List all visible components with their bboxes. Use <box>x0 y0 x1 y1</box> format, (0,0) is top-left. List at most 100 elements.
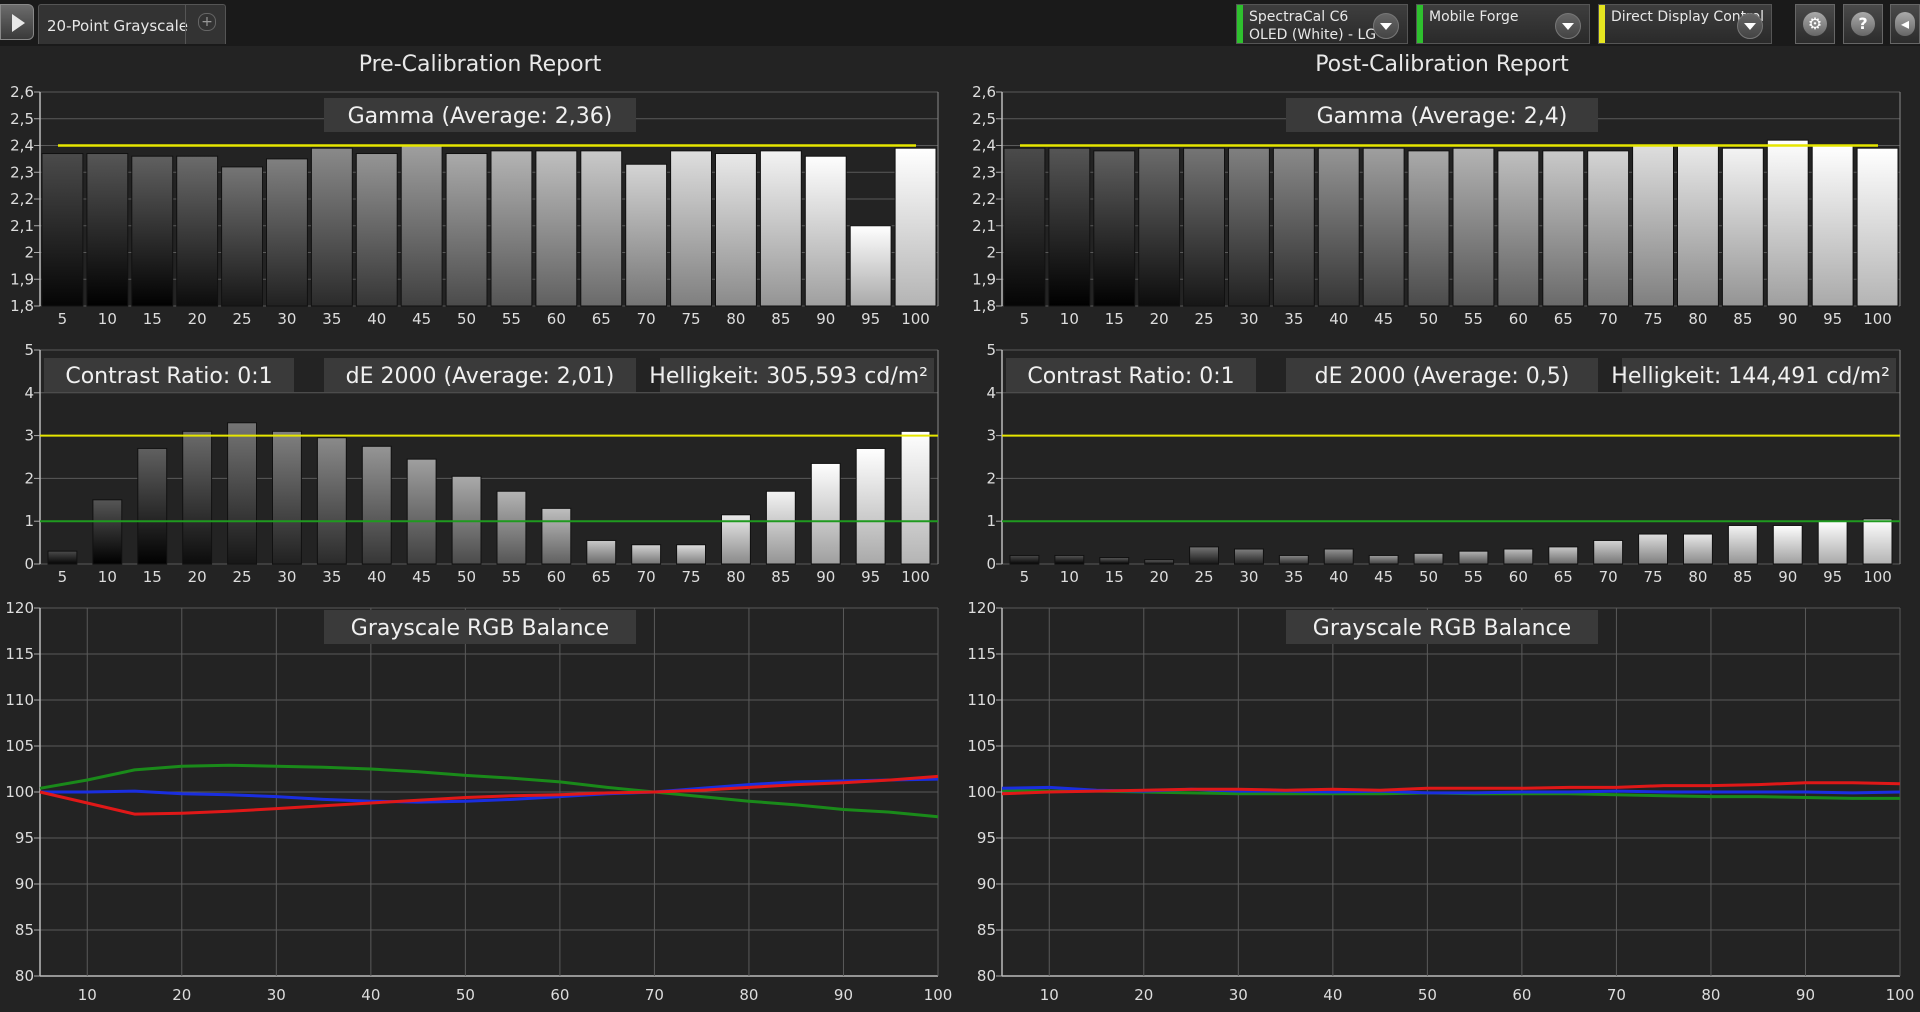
y-tick-label: 4 <box>24 384 34 402</box>
y-tick-label: 3 <box>986 427 996 445</box>
x-tick-label: 10 <box>1060 568 1079 586</box>
gamma-bar <box>400 145 443 307</box>
x-tick-label: 15 <box>1105 568 1124 586</box>
y-tick-label: 2,5 <box>972 110 996 128</box>
meter-dropdown[interactable]: SpectraCal C6 OLED (White) - LG <box>1236 4 1408 44</box>
de-bar <box>900 430 931 565</box>
pattern-generator-name: Mobile Forge <box>1429 9 1519 25</box>
tab-20-point-grayscale[interactable]: 20-Point Grayscale + <box>38 4 226 44</box>
report-title: Pre-Calibration Report <box>359 52 602 77</box>
y-tick-label: 2 <box>986 244 996 262</box>
de-bar <box>137 447 168 565</box>
de-bar <box>1593 539 1624 565</box>
x-tick-label: 100 <box>1863 310 1892 328</box>
x-tick-label: 20 <box>1134 986 1153 1004</box>
x-tick-label: 30 <box>1229 986 1248 1004</box>
de-bar <box>541 507 572 565</box>
gamma-bar <box>1677 145 1719 307</box>
x-tick-label: 40 <box>1329 310 1348 328</box>
gamma-bar <box>355 153 398 307</box>
y-tick-label: 5 <box>24 341 34 359</box>
x-tick-label: 30 <box>1239 310 1258 328</box>
x-tick-label: 70 <box>645 986 664 1004</box>
x-tick-label: 40 <box>367 568 386 586</box>
x-tick-label: 5 <box>58 310 68 328</box>
gamma-average-label-box <box>1286 98 1598 132</box>
de-average-label: dE 2000 (Average: 2,01) <box>346 364 615 389</box>
x-tick-label: 75 <box>1644 568 1663 586</box>
de-bar <box>1503 548 1534 565</box>
x-tick-label: 55 <box>1464 310 1483 328</box>
display-control-status-indicator <box>1599 5 1605 43</box>
brightness-label-box <box>1622 358 1896 392</box>
x-tick-label: 10 <box>98 568 117 586</box>
de-bar <box>676 544 706 565</box>
x-tick-label: 85 <box>771 568 790 586</box>
x-tick-label: 55 <box>502 310 521 328</box>
chevron-down-icon[interactable] <box>1737 13 1763 39</box>
de-bar <box>451 475 482 565</box>
y-tick-label: 2,2 <box>972 190 996 208</box>
brightness-label: Helligkeit: 305,593 cd/m² <box>649 364 928 389</box>
gamma-bar <box>445 153 488 307</box>
x-tick-label: 70 <box>637 568 656 586</box>
x-tick-label: 100 <box>1886 986 1915 1004</box>
x-tick-label: 80 <box>1688 310 1707 328</box>
y-tick-label: 2,1 <box>10 217 34 235</box>
x-tick-label: 85 <box>1733 310 1752 328</box>
settings-button[interactable]: ⚙ <box>1795 4 1835 44</box>
y-tick-label: 2 <box>24 469 34 487</box>
add-tab-button[interactable]: + <box>185 5 226 44</box>
collapse-panel-button[interactable]: ◂ <box>1890 4 1920 44</box>
y-tick-label: 0 <box>986 555 996 573</box>
gamma-bar <box>804 155 847 307</box>
x-tick-label: 20 <box>1150 310 1169 328</box>
pattern-generator-status-indicator <box>1417 5 1423 43</box>
de-bar <box>1234 548 1264 565</box>
chevron-down-icon[interactable] <box>1555 13 1581 39</box>
de-bar <box>765 490 796 565</box>
y-tick-label: 2 <box>986 469 996 487</box>
gamma-bar <box>894 147 937 307</box>
y-tick-label: 90 <box>15 875 34 893</box>
pattern-generator-dropdown[interactable]: Mobile Forge <box>1416 4 1590 44</box>
x-tick-label: 80 <box>726 568 745 586</box>
x-tick-label: 15 <box>143 568 162 586</box>
y-tick-label: 100 <box>5 783 34 801</box>
x-tick-label: 15 <box>143 310 162 328</box>
de-bar <box>1458 550 1489 565</box>
x-tick-label: 50 <box>1419 310 1438 328</box>
meter-status-indicator <box>1237 5 1243 43</box>
play-button[interactable] <box>0 4 34 40</box>
x-tick-label: 25 <box>233 568 252 586</box>
post-calibration-report: Post-Calibration Report 5 10 15 20 25 30 35 40 4… <box>967 52 1914 1004</box>
chevron-down-icon[interactable] <box>1373 13 1399 39</box>
x-tick-label: 100 <box>901 310 930 328</box>
y-tick-label: 2,4 <box>10 137 34 155</box>
help-button[interactable]: ? <box>1843 4 1883 44</box>
y-tick-label: 115 <box>5 645 34 663</box>
gamma-bar <box>490 150 533 307</box>
x-tick-label: 5 <box>1020 568 1030 586</box>
x-tick-label: 60 <box>550 986 569 1004</box>
gamma-bar <box>1407 150 1450 307</box>
x-tick-label: 80 <box>739 986 758 1004</box>
x-tick-label: 35 <box>1284 568 1303 586</box>
x-tick-label: 20 <box>188 310 207 328</box>
x-tick-label: 50 <box>456 986 475 1004</box>
x-tick-label: 10 <box>98 310 117 328</box>
de2000-chart: 5 10 15 20 25 30 35 40 45 50 55 60 65 70 75 80 85 90 95 100… <box>986 341 1901 586</box>
x-tick-label: 40 <box>361 986 380 1004</box>
play-icon <box>12 14 25 32</box>
top-toolbar: 20-Point Grayscale + SpectraCal C6 OLED … <box>0 0 1920 46</box>
y-tick-label: 1,9 <box>972 270 996 288</box>
gamma-bar <box>310 147 353 307</box>
brightness-label-box <box>660 358 934 392</box>
de-bar <box>406 458 437 565</box>
y-tick-label: 85 <box>977 921 996 939</box>
meter-name: SpectraCal C6 <box>1249 9 1349 25</box>
rgb-balance-label: Grayscale RGB Balance <box>1313 616 1571 641</box>
display-control-dropdown[interactable]: Direct Display Control <box>1598 4 1772 44</box>
y-tick-label: 2,3 <box>10 163 34 181</box>
gamma-bar <box>86 153 129 307</box>
